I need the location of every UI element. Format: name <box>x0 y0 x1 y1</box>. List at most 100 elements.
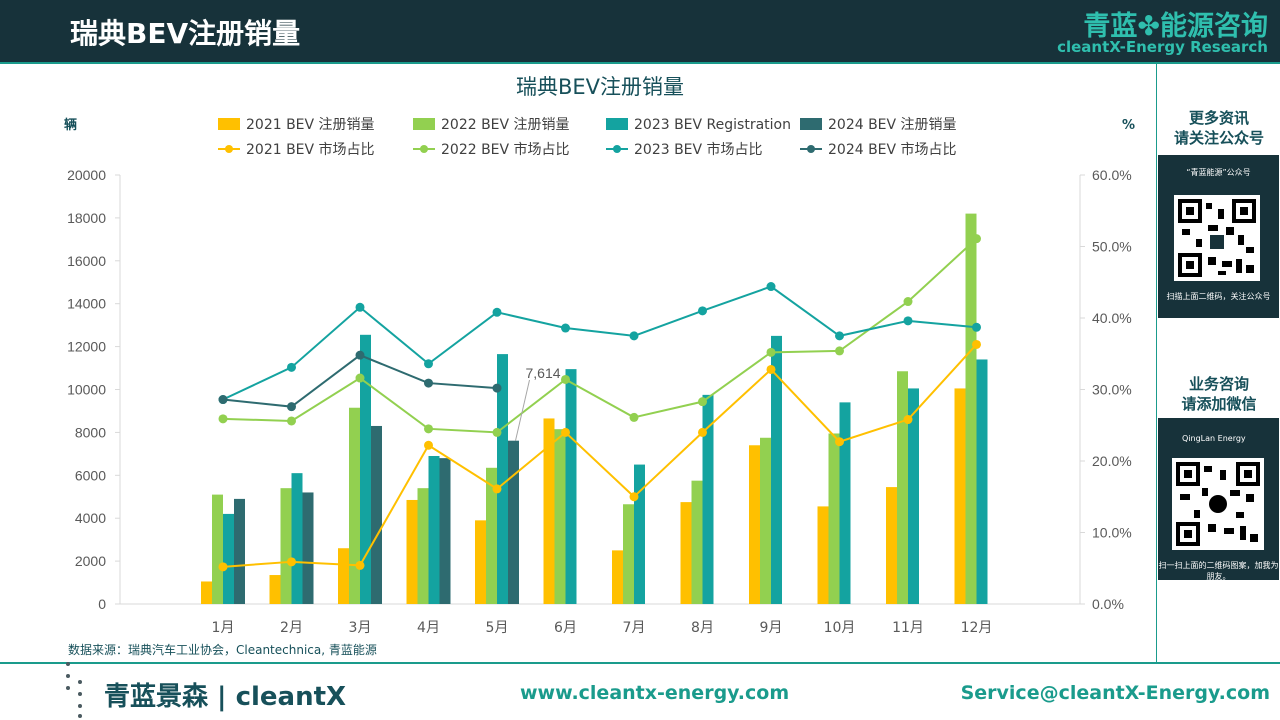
consult-qr-code[interactable] <box>1172 458 1264 550</box>
share-point-2021 <box>972 339 981 349</box>
share-point-2023 <box>972 322 981 332</box>
legend-swatch-bar <box>800 118 822 130</box>
brand-name-cn: 青蓝✤能源咨询 <box>1083 11 1268 42</box>
share-line-2022 <box>222 237 978 434</box>
share-point-2023 <box>424 359 433 369</box>
legend-swatch-marker <box>807 145 815 153</box>
x-tick-label: 4月 <box>417 620 440 636</box>
bar-2022 <box>691 480 703 604</box>
follow-qr-code[interactable] <box>1174 195 1260 281</box>
bar-2023 <box>839 402 851 604</box>
bar-2024 <box>371 425 382 604</box>
legend-label: 2024 BEV 注册销量 <box>828 117 957 133</box>
share-point-2024 <box>492 383 502 393</box>
share-point-2021 <box>287 557 296 567</box>
brand-name-en: cleantX-Energy Research <box>1057 38 1268 56</box>
y-left-unit: 辆 <box>64 117 77 133</box>
share-point-2023 <box>629 331 639 341</box>
bar-2023 <box>771 335 782 604</box>
share-point-2022 <box>903 297 913 307</box>
legend-label: 2021 BEV 市场占比 <box>246 141 375 158</box>
y-left-tick-label: 4000 <box>75 510 106 526</box>
bar-2023 <box>223 513 234 604</box>
y-right-tick-label: 30.0% <box>1092 382 1132 398</box>
y-left-tick-label: 12000 <box>67 339 106 355</box>
y-right-unit: % <box>1122 118 1135 133</box>
consult-qr-caption: QingLan Energy <box>1182 434 1246 443</box>
consult-heading-line2: 请添加微信 <box>1181 395 1257 413</box>
legend-label: 2024 BEV 市场占比 <box>828 141 957 158</box>
bar-2021 <box>817 506 829 604</box>
bar-2021 <box>406 499 418 604</box>
bar-2021 <box>543 418 555 604</box>
share-line-2023 <box>222 285 977 401</box>
bar-2023 <box>497 354 508 604</box>
share-point-2023 <box>698 306 707 316</box>
bar-2021 <box>201 581 212 604</box>
share-point-2021 <box>903 415 913 425</box>
share-point-2024 <box>218 395 228 405</box>
legend-label: 2022 BEV 市场占比 <box>441 141 570 158</box>
y-left-tick-label: 0 <box>98 596 106 612</box>
consult-heading-line1: 业务咨询 <box>1188 375 1249 393</box>
y-right-tick-label: 0.0% <box>1092 596 1124 612</box>
share-point-2022 <box>561 374 570 384</box>
bar-2022 <box>417 488 429 604</box>
share-point-2024 <box>287 402 296 412</box>
y-right-tick-label: 10.0% <box>1092 525 1132 541</box>
share-line-2021 <box>222 343 978 568</box>
bar-2023 <box>360 334 371 604</box>
share-point-2022 <box>218 414 228 424</box>
legend-label: 2021 BEV 注册销量 <box>246 117 375 133</box>
bar-2021 <box>886 487 897 604</box>
bar-2021 <box>954 388 966 604</box>
bar-2022 <box>623 504 634 604</box>
bar-2022 <box>212 494 223 604</box>
share-point-2021 <box>835 437 844 447</box>
header-bar: 瑞典BEV注册销量 青蓝✤能源咨询 cleantX-Energy Researc… <box>0 0 1280 62</box>
legend-swatch-marker <box>613 145 621 153</box>
follow-qr-note: 扫描上面二维码，关注公众号 <box>1166 292 1271 301</box>
header-divider <box>0 62 1280 64</box>
x-tick-label: 8月 <box>691 620 714 636</box>
footer-email-link[interactable]: Service@cleantX-Energy.com <box>960 682 1270 704</box>
consult-qr-panel: QingLan Energy 扫一扫上面的二维码图案，加我为朋友。 <box>1158 418 1279 581</box>
bar-2021 <box>749 445 760 604</box>
share-point-2023 <box>903 316 913 326</box>
footer-divider <box>0 662 1280 664</box>
x-tick-label: 10月 <box>824 620 856 636</box>
x-tick-label: 9月 <box>760 620 783 636</box>
bar-2022 <box>554 429 566 604</box>
share-point-2022 <box>629 412 639 422</box>
qr-code-icon <box>1176 462 1260 546</box>
sidebar-divider <box>1156 64 1157 662</box>
y-left-tick-label: 16000 <box>67 253 106 269</box>
share-point-2023 <box>287 362 296 372</box>
bar-2021 <box>338 548 349 604</box>
follow-heading: 更多资讯 请关注公众号 <box>1160 108 1278 148</box>
bar-2023 <box>565 369 577 604</box>
consult-qr-note: 扫一扫上面的二维码图案，加我为朋友。 <box>1158 561 1279 581</box>
x-tick-label: 5月 <box>486 620 509 636</box>
legend-swatch-bar <box>218 118 240 130</box>
bar-2022 <box>349 407 360 604</box>
data-label: 7,614 <box>526 365 561 381</box>
x-tick-label: 1月 <box>212 620 235 636</box>
bar-2022 <box>897 371 908 604</box>
share-point-2022 <box>424 424 433 434</box>
source-note: 数据来源：瑞典汽车工业协会，Cleantechnica, 青蓝能源 <box>68 642 377 657</box>
share-point-2022 <box>835 346 844 356</box>
share-point-2023 <box>766 282 776 292</box>
share-point-2022 <box>698 397 707 407</box>
share-point-2022 <box>287 416 296 426</box>
bar-2021 <box>612 550 623 604</box>
y-left-tick-label: 14000 <box>67 296 106 312</box>
share-point-2023 <box>561 323 570 333</box>
legend-swatch-marker <box>420 145 428 153</box>
footer-website-link[interactable]: www.cleantx-energy.com <box>520 682 790 704</box>
bar-2024 <box>508 440 519 604</box>
annotation-leader <box>515 379 530 441</box>
share-point-2021 <box>355 560 365 570</box>
y-left-tick-label: 10000 <box>67 382 106 398</box>
